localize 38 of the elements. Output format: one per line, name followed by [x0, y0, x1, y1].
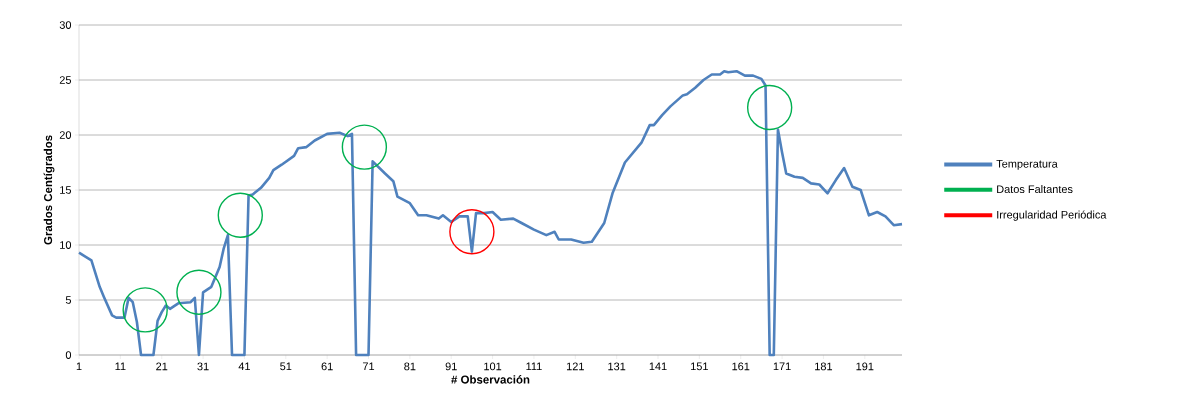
x-tick-label: 91 [445, 362, 457, 371]
point [217, 192, 263, 238]
point [746, 84, 793, 131]
x-tick-label: 111 [526, 362, 542, 371]
y-tick-label: 0 [65, 351, 72, 359]
y-tick-label: 5 [65, 296, 72, 304]
y-tick-label: 30 [59, 21, 72, 29]
legend-label: Temperatura [996, 160, 1058, 170]
x-tick-label: 101 [484, 362, 502, 371]
x-tick-label: 71 [362, 362, 375, 371]
x-axis-title: # Observación [451, 375, 530, 384]
x-tick-label: 121 [566, 362, 584, 371]
x-tick-label: 81 [404, 362, 416, 371]
point [341, 124, 388, 170]
x-tick-label: 141 [649, 362, 667, 371]
legend-label: Irregularidad Periódica [997, 210, 1107, 221]
y-tick-label: 20 [59, 131, 72, 139]
y-tick-label: 15 [60, 186, 72, 194]
x-tick-label: 31 [197, 362, 209, 371]
x-tick-label: 171 [773, 362, 791, 371]
x-tick-label: 191 [856, 362, 874, 371]
x-tick-label: 181 [815, 362, 833, 371]
x-tick-label: 51 [280, 362, 292, 371]
y-tick-label: 10 [60, 241, 72, 249]
point [122, 287, 168, 333]
y-tick-label: 25 [59, 76, 72, 84]
x-tick-label: 1 [76, 362, 82, 371]
x-tick-label: 151 [691, 362, 708, 371]
x-tick-label: 11 [115, 362, 126, 371]
x-tick-label: 61 [321, 362, 333, 371]
x-tick-label: 131 [608, 362, 626, 371]
x-tick-label: 41 [238, 362, 250, 371]
legend-label: Datos Faltantes [997, 185, 1073, 194]
x-tick-label: 161 [732, 362, 750, 371]
y-axis-title: Grados Centígrados [43, 135, 55, 245]
point [176, 269, 222, 315]
x-tick-label: 21 [156, 362, 168, 371]
point [449, 209, 495, 255]
